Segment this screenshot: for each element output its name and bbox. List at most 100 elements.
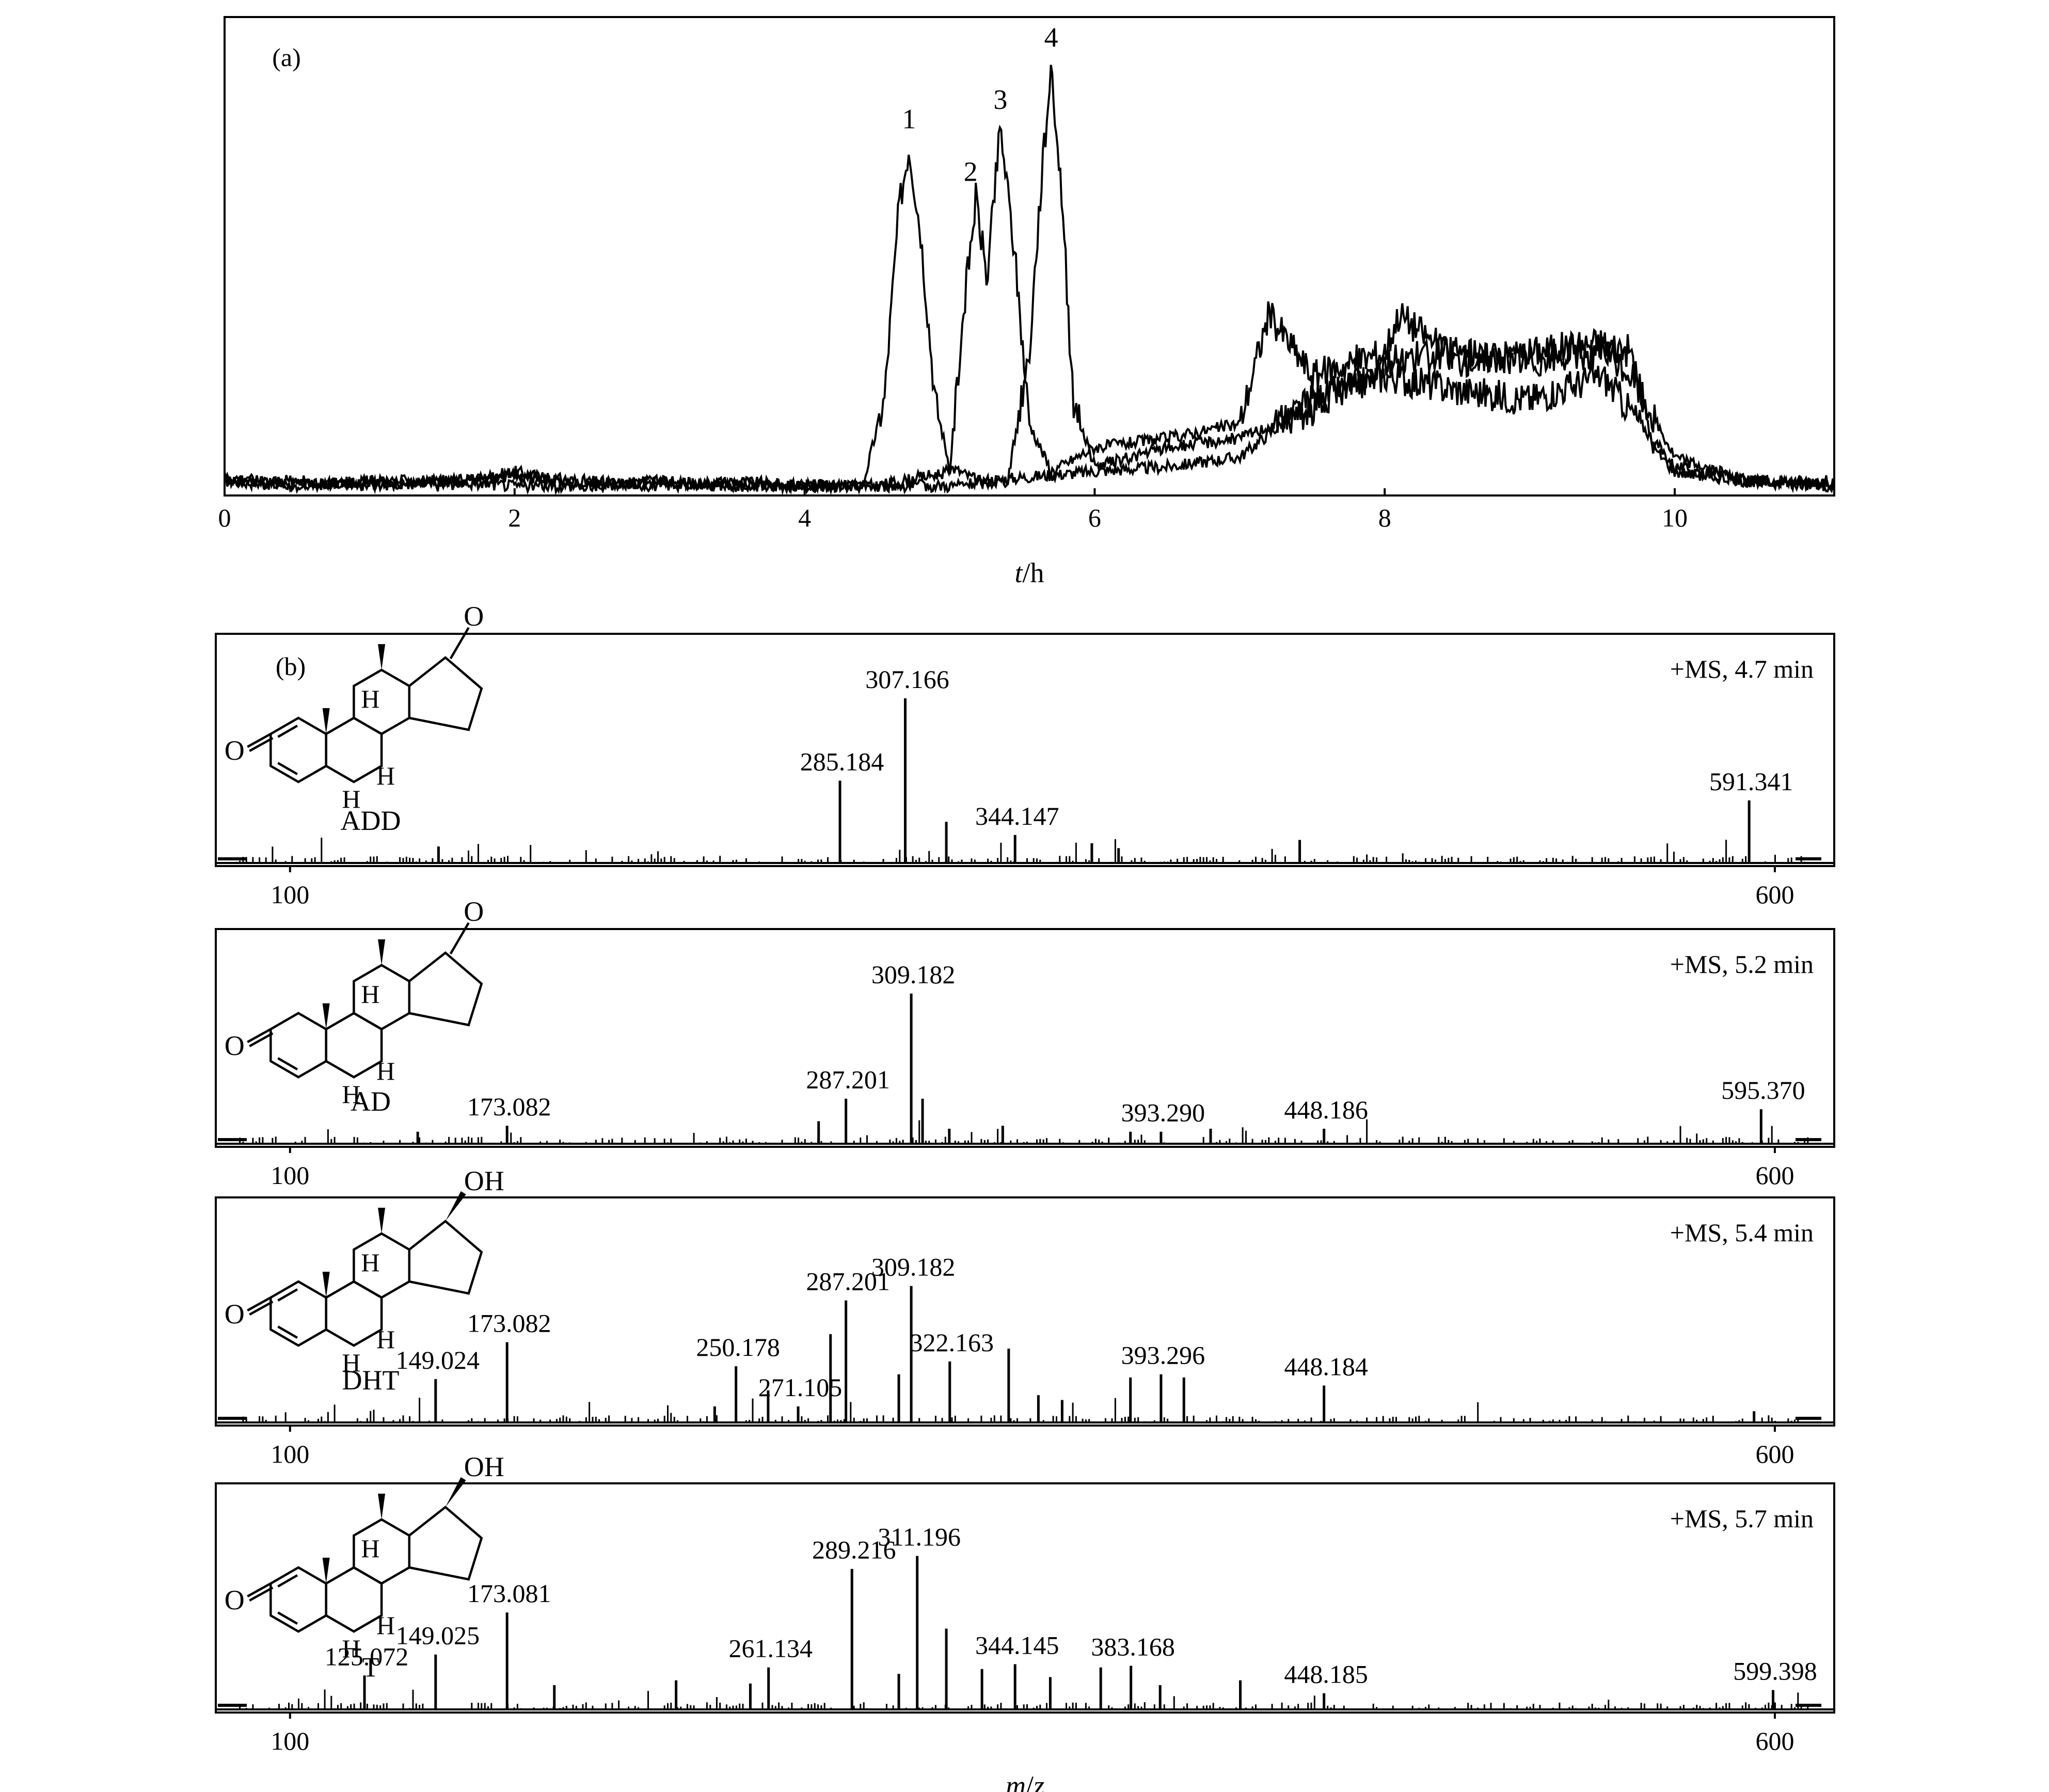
baseline-noise bbox=[235, 1689, 1809, 1709]
x-axis-sep: / bbox=[1026, 1770, 1034, 1792]
x-axis-title: t/h bbox=[1014, 557, 1044, 588]
peak-mz-label: 287.201 bbox=[806, 1267, 890, 1296]
peak-mz-label: 599.398 bbox=[1733, 1656, 1817, 1685]
plot-frame bbox=[215, 928, 1835, 1148]
x-tick-label: 600 bbox=[1755, 1726, 1794, 1755]
peak-label: 4 bbox=[1044, 22, 1058, 53]
x-tick-label: 2 bbox=[508, 503, 521, 532]
x-tick-label: 100 bbox=[271, 1726, 309, 1755]
x-axis-unit: /h bbox=[1023, 557, 1044, 588]
h-label: H bbox=[342, 1080, 360, 1109]
hydroxyl-label: OH bbox=[464, 1165, 504, 1196]
h-label: H bbox=[342, 1634, 360, 1663]
chromatogram-trace-2 bbox=[224, 124, 1835, 494]
peak-mz-label: 125.072 bbox=[325, 1642, 409, 1671]
peak-mz-label: 448.185 bbox=[1284, 1660, 1368, 1689]
scan-label: +MS, 5.2 min bbox=[1670, 950, 1814, 979]
peak-mz-label: 393.290 bbox=[1121, 1098, 1205, 1127]
peak-mz-label: 287.201 bbox=[806, 1065, 890, 1094]
oxo-label: O bbox=[225, 1030, 245, 1061]
scan-label: +MS, 5.7 min bbox=[1670, 1504, 1814, 1533]
x-tick-label: 100 bbox=[271, 1161, 309, 1190]
peak-mz-label: 344.145 bbox=[975, 1630, 1059, 1659]
chromatogram-panel: 0 2 4 6 8 10 t/h (a) 1 2 3 4 bbox=[218, 16, 1835, 588]
x-axis-title: m/z bbox=[1006, 1770, 1044, 1792]
plot-frame bbox=[224, 16, 1835, 497]
h-label: H bbox=[361, 1534, 379, 1563]
h-label: H bbox=[376, 761, 395, 790]
peak-mz-label: 173.081 bbox=[467, 1579, 551, 1608]
compound-name: AD bbox=[351, 1086, 391, 1117]
ms-panel-DHT: 149.024 173.082 250.178 271.105 287.201309.1… bbox=[215, 1165, 1835, 1468]
peak-mz-label: 250.178 bbox=[696, 1333, 780, 1362]
h-label: H bbox=[361, 980, 379, 1009]
oxo-label: O bbox=[225, 1299, 245, 1330]
x-axis-var2: z bbox=[1033, 1770, 1044, 1792]
peak-mz-label: 309.182 bbox=[871, 1253, 956, 1282]
peak-mz-label: 344.147 bbox=[975, 802, 1059, 830]
plot-frame bbox=[215, 1482, 1835, 1714]
peak-mz-label: 448.184 bbox=[1284, 1352, 1368, 1381]
oxo-label: O bbox=[464, 601, 484, 632]
scan-label: +MS, 4.7 min bbox=[1670, 654, 1814, 683]
h-label: H bbox=[361, 684, 379, 713]
peak-mz-label: 383.168 bbox=[1091, 1632, 1175, 1661]
panel-label-a: (a) bbox=[272, 43, 301, 72]
h-label: H bbox=[342, 785, 360, 813]
x-tick-label: 10 bbox=[1662, 503, 1688, 532]
h-label: H bbox=[376, 1057, 395, 1085]
h-label: H bbox=[376, 1611, 395, 1640]
peak-mz-label: 149.024 bbox=[396, 1346, 480, 1374]
chromatogram-trace-3 bbox=[224, 65, 1835, 496]
x-tick-label: 6 bbox=[1088, 503, 1101, 532]
peak-mz-label: 173.082 bbox=[467, 1309, 551, 1338]
peak-mz-label: 311.196 bbox=[878, 1523, 961, 1551]
peak-label: 2 bbox=[964, 156, 978, 187]
peak-mz-label: 307.166 bbox=[865, 665, 949, 694]
oxo-label: O bbox=[225, 735, 245, 766]
compound-name: DHT bbox=[342, 1365, 400, 1396]
x-axis-var: t bbox=[1014, 557, 1023, 588]
peak-mz-label: 448.186 bbox=[1284, 1095, 1368, 1124]
peak-label: 3 bbox=[993, 84, 1007, 115]
oxo-label: O bbox=[225, 1585, 245, 1615]
peak-mz-label: 322.163 bbox=[910, 1328, 994, 1357]
h-label: H bbox=[361, 1248, 379, 1277]
x-tick-label: 100 bbox=[271, 1439, 309, 1468]
peak-mz-label: 595.370 bbox=[1721, 1076, 1805, 1105]
x-tick-label: 600 bbox=[1755, 880, 1794, 909]
x-axis-var: m bbox=[1006, 1770, 1026, 1792]
ms-panel-AD: 173.082 287.201 309.182 393.290 448.186 595.3… bbox=[215, 896, 1835, 1190]
peak-mz-label: 285.184 bbox=[800, 747, 884, 776]
peak-label: 1 bbox=[902, 103, 916, 134]
peak-mz-label: 149.025 bbox=[396, 1621, 480, 1650]
plot-frame bbox=[215, 1196, 1835, 1427]
chromatogram-trace-1 bbox=[224, 154, 1835, 496]
baseline-noise bbox=[239, 1119, 1809, 1144]
peak-mz-label: 261.134 bbox=[728, 1634, 813, 1663]
peak-mz-label: 591.341 bbox=[1709, 767, 1793, 796]
scan-label: +MS, 5.4 min bbox=[1670, 1218, 1814, 1247]
compound-name: ADD bbox=[341, 805, 401, 836]
x-tick-label: 0 bbox=[218, 503, 231, 532]
peak-mz-label: 309.182 bbox=[871, 960, 956, 989]
peak-mz-label: 289.216 bbox=[812, 1535, 896, 1564]
x-tick-label: 600 bbox=[1755, 1439, 1794, 1468]
h-label: H bbox=[376, 1325, 395, 1354]
compound-name: T bbox=[362, 1652, 379, 1683]
ms-panel-ADD: 285.184 307.166 344.147 591.341 100 600 +MS, 4… bbox=[215, 601, 1835, 909]
baseline-noise bbox=[242, 1398, 1799, 1422]
x-tick-label: 100 bbox=[271, 880, 309, 909]
x-tick-label: 8 bbox=[1378, 503, 1391, 532]
plot-frame bbox=[215, 633, 1835, 867]
peak-mz-label: 393.296 bbox=[1121, 1341, 1205, 1370]
peak-mz-label: 271.105 bbox=[758, 1373, 843, 1402]
hydroxyl-label: OH bbox=[464, 1451, 504, 1482]
h-label: H bbox=[342, 1348, 360, 1377]
baseline-noise bbox=[235, 838, 1805, 863]
